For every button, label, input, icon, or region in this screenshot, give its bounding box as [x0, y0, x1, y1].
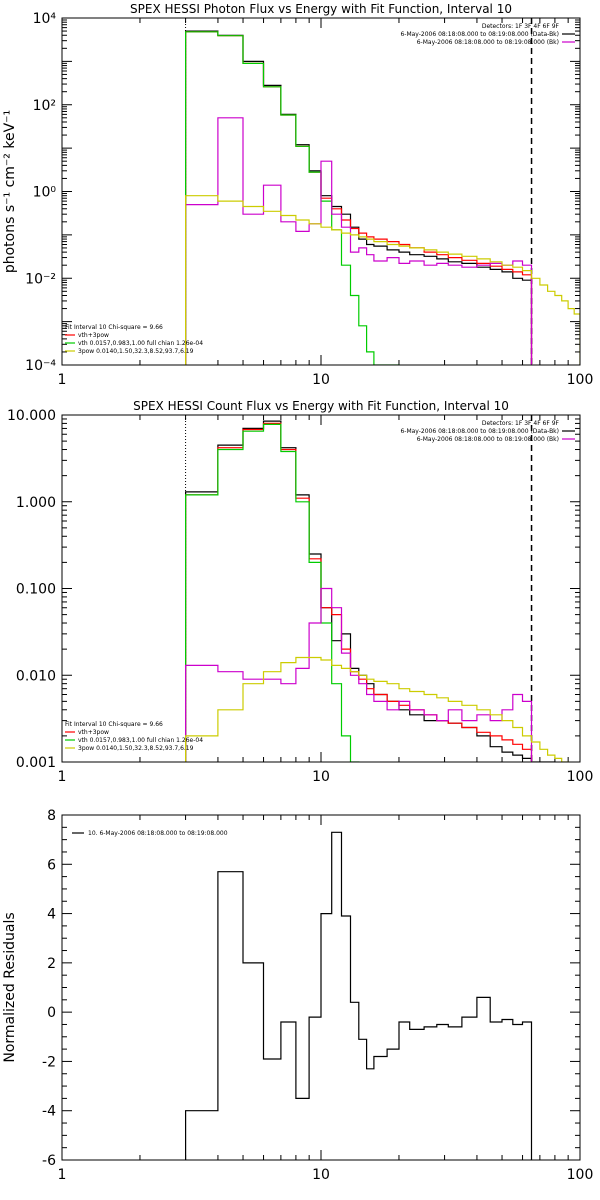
series-vth-3pow-line — [185, 422, 533, 762]
y-tick-label: 0 — [47, 1005, 56, 1021]
y-tick-label: 0.100 — [16, 582, 56, 598]
y-tick-label: 10⁻² — [25, 271, 56, 287]
y-tick-label: 10² — [33, 98, 56, 114]
legend-entry: 6-May-2006 08:18:08.000 to 08:19:08.000 … — [417, 436, 559, 443]
x-tick-label: 100 — [567, 769, 594, 785]
chart-title: SPEX HESSI Count Flux vs Energy with Fit… — [133, 399, 509, 413]
fit-legend-entry: vth+3pow — [78, 729, 109, 736]
residuals-panel: Normalized Residuals 1 10 100 -6 -4 -2 0 2 4 6 8 10.… — [2, 808, 593, 1183]
y-tick-label: -6 — [42, 1153, 56, 1169]
y-tick-label: 10.000 — [7, 408, 56, 424]
series-10-6-may-2006-08-18-08-000-to-08-19-08-000-line — [185, 831, 533, 1160]
y-tick-label: 1.000 — [16, 495, 56, 511]
x-tick-label: 100 — [567, 1167, 594, 1183]
x-tick-label: 1 — [58, 372, 67, 388]
legend-header: Detectors: 1F 3F 4F 6F 9F — [482, 420, 560, 427]
y-tick-label: 10⁴ — [33, 11, 57, 27]
y-tick-label: -4 — [42, 1104, 56, 1120]
chart-title: SPEX HESSI Photon Flux vs Energy with Fi… — [130, 2, 512, 16]
y-tick-label: 2 — [47, 956, 56, 972]
fit-legend-header: Fit Interval 10 Chi-square = 9.66 — [65, 721, 163, 728]
fit-legend-header: Fit Interval 10 Chi-square = 9.66 — [65, 324, 163, 331]
legend-entry: 6-May-2006 08:18:08.000 to 08:19:08.000 … — [400, 31, 559, 38]
y-tick-label: 0.010 — [16, 668, 56, 684]
plot-frame — [61, 814, 581, 1161]
fit-legend-entry: vth+3pow — [78, 332, 109, 339]
y-tick-label: 10⁰ — [33, 185, 57, 201]
y-tick-label: 6 — [47, 857, 56, 873]
legend-header: Detectors: 1F 3F 4F 6F 9F — [482, 23, 560, 30]
y-tick-label: 4 — [47, 907, 56, 923]
x-tick-label: 10 — [312, 372, 330, 388]
residual-legend-entry: 10. 6-May-2006 08:18:08.000 to 08:19:08.… — [88, 830, 228, 837]
series-3pow-line — [185, 195, 580, 365]
x-tick-label: 10 — [312, 1167, 330, 1183]
legend-entry: 6-May-2006 08:18:08.000 to 08:19:08.000 … — [400, 428, 559, 435]
fit-legend-entry: vth 0.0157,0.983,1.00 full chian 1.26e-0… — [78, 340, 203, 347]
series-vth-line — [185, 423, 360, 762]
fit-legend-entry: 3pow 0.0140,1.50,32.3,8.52,93.7,6.19 — [78, 348, 194, 355]
x-tick-label: 100 — [567, 372, 594, 388]
fit-legend-entry: 3pow 0.0140,1.50,32.3,8.52,93.7,6.19 — [78, 745, 194, 752]
y-tick-label: 10⁻⁴ — [25, 358, 56, 374]
series-bk-line — [185, 117, 533, 365]
series-data-bk-line — [185, 420, 556, 762]
plot-frame — [61, 414, 581, 763]
legend-entry: 6-May-2006 08:18:08.000 to 08:19:08.000 … — [417, 39, 559, 46]
plot-frame — [61, 17, 581, 366]
series-3pow-line — [185, 656, 569, 762]
y-tick-label: 8 — [47, 808, 56, 824]
x-tick-label: 10 — [312, 769, 330, 785]
series-bk-line — [185, 587, 533, 762]
y-tick-label: 0.001 — [16, 755, 56, 771]
x-tick-label: 1 — [58, 1167, 67, 1183]
photon-flux-panel: SPEX HESSI Photon Flux vs Energy with Fi… — [2, 2, 593, 388]
count-flux-panel: SPEX HESSI Count Flux vs Energy with Fit… — [7, 399, 594, 785]
x-tick-label: 1 — [58, 769, 67, 785]
y-axis-label: photons s⁻¹ cm⁻² keV⁻¹ — [2, 110, 18, 273]
fit-legend-entry: vth 0.0157,0.983,1.00 full chian 1.26e-0… — [78, 737, 203, 744]
y-axis-label: Normalized Residuals — [2, 912, 18, 1062]
y-tick-label: -2 — [42, 1054, 56, 1070]
